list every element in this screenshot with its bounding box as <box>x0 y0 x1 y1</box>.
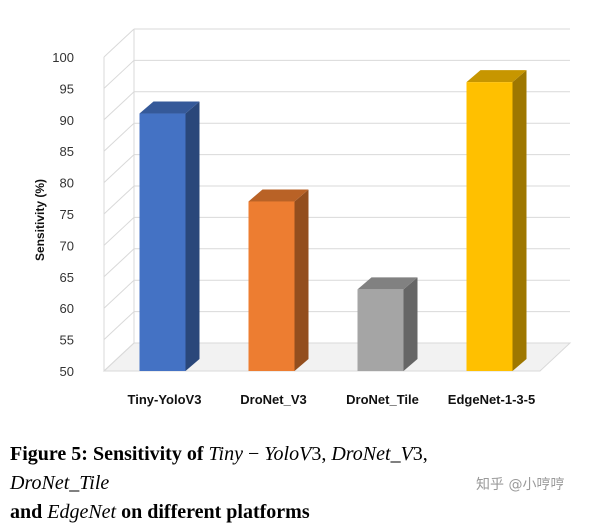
bar-2 <box>248 189 309 371</box>
caption-model-2-num: 3 <box>412 443 423 465</box>
caption-model-1-num: 3 <box>311 443 322 465</box>
bar-top <box>139 101 200 114</box>
bar-side <box>294 189 309 371</box>
caption-model-4: EdgeNet <box>47 501 117 523</box>
category-label: EdgeNet-1-3-5 <box>448 392 535 407</box>
y-tick-label: 65 <box>60 270 74 285</box>
bar-3 <box>357 277 418 371</box>
bar-side <box>185 101 200 372</box>
sensitivity-bar-chart: 50 55 60 65 70 75 80 85 90 95 100 Tiny-YoloV3 DroNe… <box>33 28 572 407</box>
y-tick-label: 95 <box>60 81 74 96</box>
y-axis-label: Sensitivity (%) <box>33 179 47 261</box>
bar-1 <box>139 101 200 372</box>
watermark: 知乎 @小哼哼 <box>476 477 565 493</box>
category-label: DroNet_Tile <box>346 392 419 407</box>
caption-tail: on different platforms <box>121 501 310 523</box>
y-tick-label: 90 <box>60 113 74 128</box>
bar-front <box>466 82 513 372</box>
bar-side <box>403 277 418 371</box>
figure-caption: Figure 5: Sensitivity of Tiny − YoloV3, … <box>10 440 510 527</box>
caption-minus: − <box>242 443 265 465</box>
y-tick-label: 70 <box>60 238 74 253</box>
y-tick-label: 55 <box>60 333 74 348</box>
bar-front <box>248 201 295 371</box>
caption-model-2: DroNet_V <box>331 443 413 465</box>
gridline-side <box>103 311 135 340</box>
y-tick-label: 80 <box>60 176 74 191</box>
y-tick-label: 75 <box>60 207 74 222</box>
bar-front <box>139 113 186 372</box>
gridline-side <box>103 342 135 372</box>
caption-sep-1: , <box>321 443 332 465</box>
gridline-side <box>103 279 135 309</box>
gridline-side <box>103 28 135 58</box>
gridline-side <box>103 122 135 152</box>
gridline-side <box>103 91 135 121</box>
bar-front <box>357 289 404 371</box>
y-tick-label: 85 <box>60 144 74 159</box>
gridline-side <box>103 248 135 278</box>
gridline-side <box>103 60 135 89</box>
caption-sep-2: , <box>422 443 428 465</box>
caption-label: Figure 5: Sensitivity of <box>10 443 204 465</box>
caption-model-3: DroNet_Tile <box>10 472 110 494</box>
category-labels: Tiny-YoloV3 DroNet_V3 DroNet_Tile EdgeNet-1… <box>128 392 536 407</box>
bar-top <box>357 277 418 290</box>
caption-and: and <box>10 501 43 523</box>
gridline-side <box>103 217 135 246</box>
caption-model-1b: YoloV <box>264 443 312 465</box>
y-tick-label: 100 <box>52 50 74 65</box>
bars <box>139 70 527 372</box>
gridline-side <box>103 154 135 183</box>
bar-4 <box>466 70 527 372</box>
gridline-side <box>103 185 135 215</box>
bar-top <box>248 189 309 202</box>
bar-top <box>466 70 527 83</box>
caption-model-1: Tiny <box>208 443 243 465</box>
y-tick-label: 60 <box>60 301 74 316</box>
category-label: Tiny-YoloV3 <box>128 392 202 407</box>
y-tick-label: 50 <box>60 364 74 379</box>
category-label: DroNet_V3 <box>240 392 306 407</box>
bar-side <box>512 70 527 372</box>
y-tick-labels: 50 55 60 65 70 75 80 85 90 95 100 <box>52 50 74 379</box>
